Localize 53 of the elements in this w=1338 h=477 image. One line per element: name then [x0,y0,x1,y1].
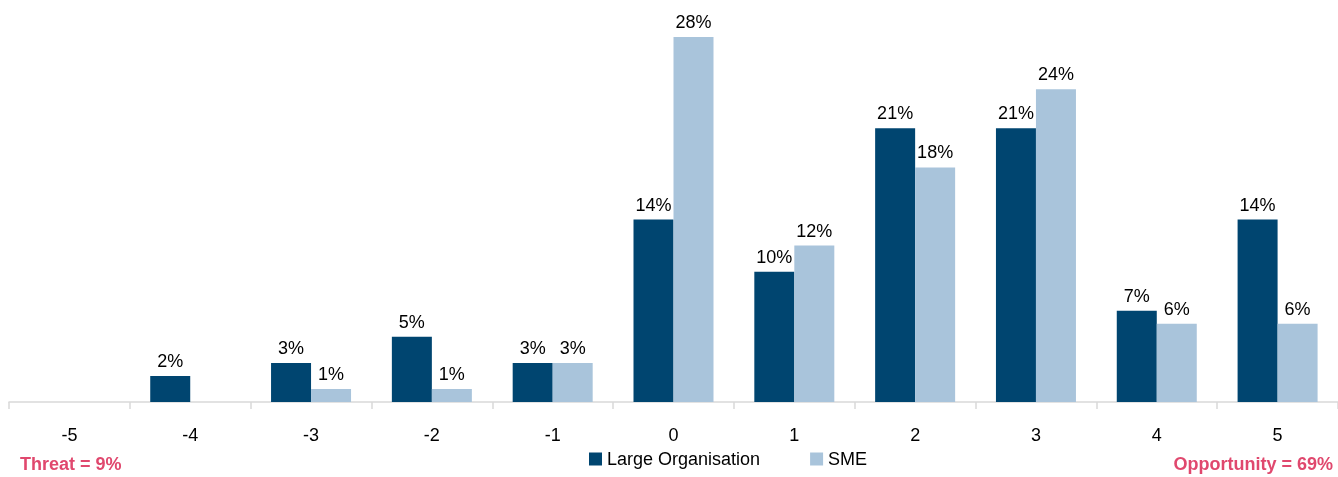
x-tick-label: -2 [423,425,440,445]
data-label: 12% [796,220,833,241]
data-label: 3% [278,337,305,358]
data-label: 18% [917,142,954,163]
data-label: 28% [675,12,712,33]
x-tick-label: -1 [544,425,561,445]
x-tick-label: 5 [1272,425,1283,445]
bar [271,362,312,402]
data-label: 5% [398,311,425,332]
data-label: 14% [1239,194,1276,215]
x-tick-label: 2 [910,425,921,445]
data-label: 21% [877,103,914,124]
bar [1035,89,1076,402]
x-tick-label: -5 [61,425,78,445]
x-tick-label: 4 [1151,425,1162,445]
legend-label: SME [828,449,868,469]
bar [512,362,553,402]
bar [875,128,916,402]
x-tick-label: 1 [789,425,800,445]
x-tick-label: -3 [303,425,320,445]
bar [391,336,432,402]
data-label: 2% [157,350,184,371]
data-label: 1% [318,363,345,384]
bar [150,375,191,402]
x-tick-label: 3 [1030,425,1041,445]
text: Threat = 9% [20,454,122,474]
x-tick-label: 0 [668,425,679,445]
data-label: 21% [997,103,1034,124]
legend-label: Large Organisation [607,449,761,469]
bar [552,362,593,402]
bar [1277,323,1318,402]
bar [1116,310,1157,402]
data-label: 3% [559,337,586,358]
data-label: 6% [1163,298,1190,319]
data-label: 6% [1284,298,1311,319]
data-label: 7% [1123,285,1150,306]
data-label: 10% [756,246,793,267]
data-label: 14% [635,194,672,215]
bar [794,245,835,402]
bar [1156,323,1197,402]
bar [311,388,352,402]
data-label: 1% [438,363,465,384]
data-label: 3% [519,337,546,358]
bar [1237,219,1278,402]
text: Opportunity = 69% [1173,454,1334,474]
bar [915,167,956,402]
bar [431,388,472,402]
data-label: 24% [1037,64,1074,85]
x-tick-label: -4 [182,425,199,445]
bar [633,219,674,402]
bar [673,37,714,402]
bar [754,271,795,402]
bar [995,128,1036,402]
